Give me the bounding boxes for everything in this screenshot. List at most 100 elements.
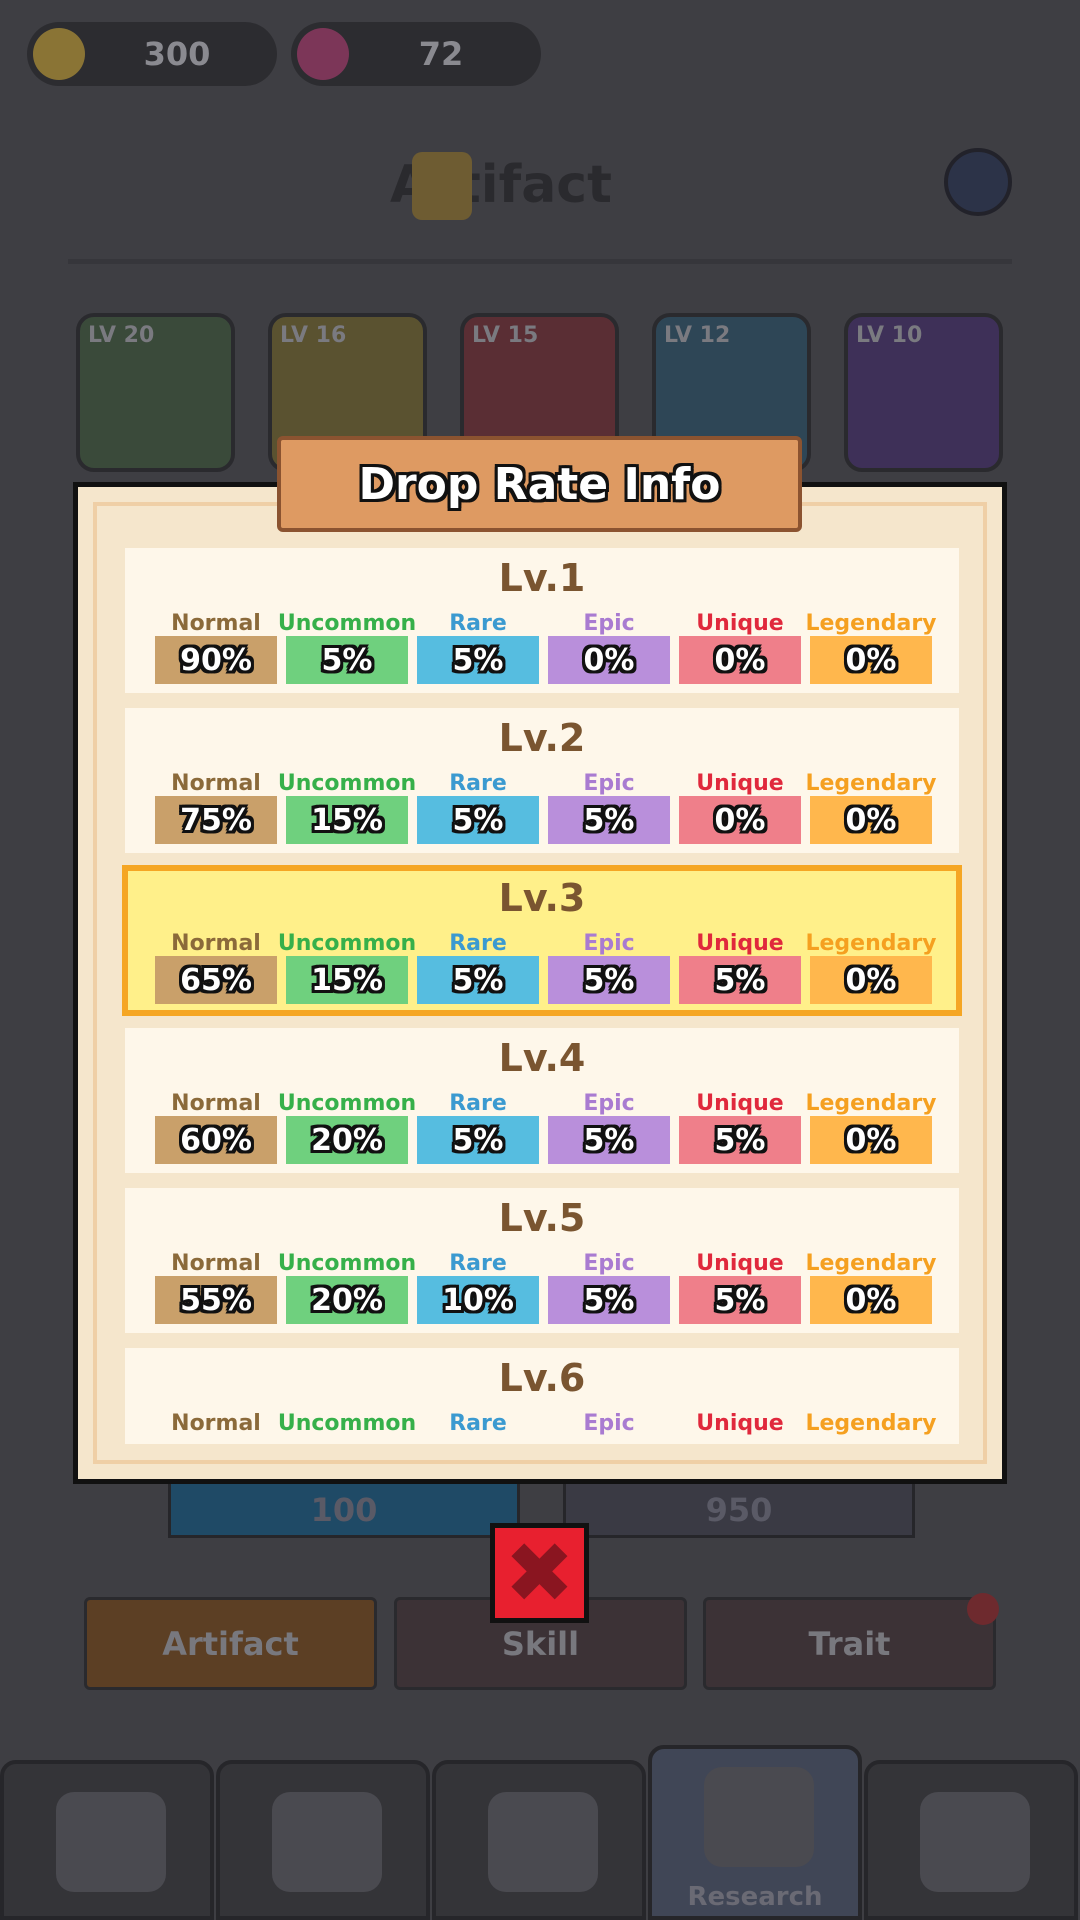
level-row-highlighted: Lv.3 Normal 65% Uncommon 15% Rare 5% Epic 5% Uniq… — [122, 865, 962, 1016]
tab[interactable]: Artifact — [84, 1597, 377, 1690]
tab-badge — [967, 1593, 999, 1625]
rarity-name: Rare — [449, 770, 507, 796]
rate-cell: 20% — [286, 1276, 408, 1324]
currency-pill: 300 — [27, 22, 277, 86]
level-row: Lv.4 Normal 60% Uncommon 20% Rare 5% Epic 5% Uniq… — [125, 1028, 959, 1173]
rarity-name: Rare — [449, 610, 507, 636]
tab[interactable]: Trait — [703, 1597, 996, 1690]
level-label: Lv.3 — [498, 876, 586, 920]
level-label: Lv.5 — [498, 1196, 586, 1240]
nav-icon — [704, 1767, 814, 1867]
rate-cell: 5% — [679, 956, 801, 1004]
currency-amount: 72 — [418, 35, 464, 73]
rarity-name: Unique — [696, 1090, 784, 1116]
rarity-name: Normal — [171, 1410, 261, 1436]
rarity-name: Uncommon — [277, 770, 417, 796]
rarity-name: Legendary — [805, 930, 937, 956]
rarity-name: Uncommon — [277, 1090, 417, 1116]
rate-cell: 60% — [155, 1116, 277, 1164]
rarity-name: Unique — [696, 930, 784, 956]
nav-icon — [272, 1792, 382, 1892]
rarity-name: Epic — [583, 610, 635, 636]
rarity-name: Normal — [171, 1250, 261, 1276]
rate-cell: 55% — [155, 1276, 277, 1324]
rarity-name: Legendary — [805, 1090, 937, 1116]
level-label: Lv.2 — [498, 716, 586, 760]
upgrade-button[interactable]: 100 — [168, 1484, 520, 1538]
rate-cell: 0% — [548, 636, 670, 684]
rarity-name: Epic — [583, 930, 635, 956]
nav-button[interactable] — [432, 1760, 646, 1920]
rate-cell: 5% — [417, 956, 539, 1004]
rate-cell: 15% — [286, 796, 408, 844]
rarity-name: Unique — [696, 1410, 784, 1436]
rarity-name: Epic — [583, 1090, 635, 1116]
dialog-banner: Drop Rate Info — [277, 436, 802, 532]
nav-button[interactable] — [864, 1760, 1078, 1920]
rate-cell: 0% — [810, 956, 932, 1004]
rate-cell: 5% — [548, 1116, 670, 1164]
rate-cell: 0% — [810, 796, 932, 844]
rate-cell: 5% — [548, 1276, 670, 1324]
rate-cell: 5% — [548, 956, 670, 1004]
nav-label: Research — [687, 1882, 823, 1912]
artifact-card[interactable]: LV 20 — [76, 313, 235, 472]
rarity-name: Uncommon — [277, 930, 417, 956]
rarity-name: Rare — [449, 1250, 507, 1276]
info-button[interactable] — [944, 148, 1012, 216]
rarity-name: Unique — [696, 1250, 784, 1276]
rarity-name: Epic — [583, 1250, 635, 1276]
rarity-name: Normal — [171, 610, 261, 636]
rarity-name: Rare — [449, 1410, 507, 1436]
nav-button[interactable] — [216, 1760, 430, 1920]
rarity-name: Legendary — [805, 770, 937, 796]
rarity-name: Normal — [171, 770, 261, 796]
rarity-name: Legendary — [805, 610, 937, 636]
rate-cell: 65% — [155, 956, 277, 1004]
currency-icon — [297, 28, 349, 80]
rarity-name: Rare — [449, 1090, 507, 1116]
rate-cell: 90% — [155, 636, 277, 684]
nav-icon — [488, 1792, 598, 1892]
nav-button[interactable]: Research — [648, 1745, 862, 1920]
rarity-name: Legendary — [805, 1410, 937, 1436]
rate-cell: 5% — [417, 796, 539, 844]
rarity-name: Epic — [583, 770, 635, 796]
rate-cell: 5% — [548, 796, 670, 844]
rarity-name: Epic — [583, 1410, 635, 1436]
level-row: Lv.6 Normal Uncommon Rare Epic Unique Legendar… — [125, 1348, 959, 1444]
level-label: Lv.6 — [498, 1356, 586, 1400]
rarity-name: Uncommon — [277, 1410, 417, 1436]
rarity-name: Normal — [171, 930, 261, 956]
rarity-name: Unique — [696, 770, 784, 796]
artifact-card[interactable]: LV 10 — [844, 313, 1003, 472]
rarity-name: Rare — [449, 930, 507, 956]
divider — [68, 259, 1012, 264]
rate-cell: 75% — [155, 796, 277, 844]
rate-cell: 5% — [417, 1116, 539, 1164]
artifact-level: LV 16 — [280, 323, 347, 348]
rate-list: Lv.1 Normal 90% Uncommon 5% Rare 5% Epic 0% Uniqu… — [78, 548, 1002, 1444]
rate-cell: 20% — [286, 1116, 408, 1164]
title-icon — [412, 152, 472, 220]
rarity-name: Uncommon — [277, 610, 417, 636]
currency-icon — [33, 28, 85, 80]
level-label: Lv.1 — [498, 556, 586, 600]
level-row: Lv.2 Normal 75% Uncommon 15% Rare 5% Epic 5% Uniq… — [125, 708, 959, 853]
close-button[interactable]: ✖ — [490, 1523, 589, 1623]
currency-amount: 300 — [143, 35, 211, 73]
rate-cell: 10% — [417, 1276, 539, 1324]
rate-cell: 0% — [679, 796, 801, 844]
upgrade-button[interactable]: 950 — [563, 1484, 915, 1538]
rate-cell: 15% — [286, 956, 408, 1004]
level-label: Lv.4 — [498, 1036, 586, 1080]
currency-pill: 72 — [291, 22, 541, 86]
rate-cell: 5% — [286, 636, 408, 684]
artifact-level: LV 20 — [88, 323, 155, 348]
level-row: Lv.1 Normal 90% Uncommon 5% Rare 5% Epic 0% Uniqu… — [125, 548, 959, 693]
rate-cell: 0% — [810, 1276, 932, 1324]
rate-cell: 5% — [679, 1276, 801, 1324]
nav-button[interactable] — [0, 1760, 214, 1920]
